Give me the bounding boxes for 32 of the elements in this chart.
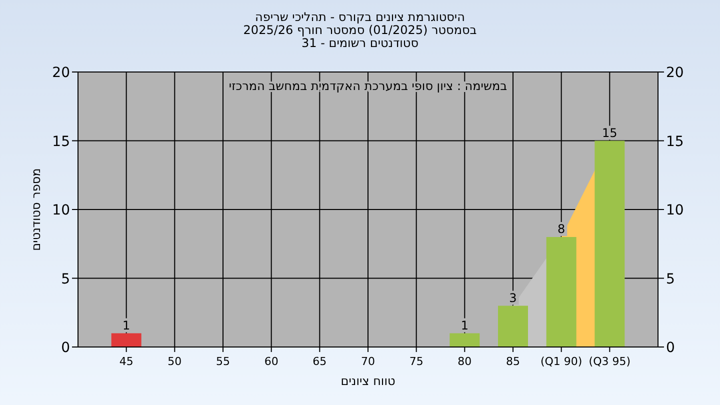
x-tick-label: 50: [168, 355, 182, 368]
data-label: 1: [122, 318, 130, 332]
chart-title: היסטוגרמת ציונים בקורס - תהליכי שריפה בסמסטר (01/2025) סמסטר חורף 2025/26 סטודנטים רשומים - 31: [243, 10, 477, 50]
y-tick-label: 20: [52, 65, 70, 81]
bar: [111, 333, 142, 347]
bar: [450, 333, 480, 347]
y2-tick-label: 5: [666, 271, 675, 288]
x-axis-title: טווח ציונים: [340, 374, 396, 388]
x-tick-label: 70: [361, 355, 375, 368]
x-tick-label: 80: [458, 355, 472, 368]
y2-tick-label: 20: [666, 65, 684, 81]
x-tick-label: 60: [264, 355, 278, 368]
bar: [594, 140, 625, 347]
data-label: 3: [509, 290, 517, 305]
y-tick-label: 0: [61, 340, 70, 356]
y2-tick-label: 10: [666, 202, 684, 218]
x-tick-label: 75: [409, 355, 424, 368]
data-label: 8: [558, 222, 566, 236]
y-tick-label: 10: [52, 202, 70, 218]
x-tick-label: 55: [216, 355, 230, 368]
x-tick-label: 65: [312, 355, 327, 368]
y-axis-title: מספר סטודנטים: [29, 168, 43, 251]
y-tick-label: 5: [61, 271, 70, 288]
y2-tick-label: 15: [666, 134, 684, 150]
y-tick-label: 15: [52, 134, 70, 150]
data-label: 1: [460, 318, 468, 332]
x-tick-label: 45: [119, 355, 134, 368]
x-tick-label: (Q1 90): [540, 355, 582, 368]
x-tick-label: 85: [506, 355, 520, 368]
y2-tick-label: 0: [666, 340, 675, 356]
data-label: 15: [602, 126, 618, 140]
x-tick-label: (Q3 95): [588, 355, 631, 368]
